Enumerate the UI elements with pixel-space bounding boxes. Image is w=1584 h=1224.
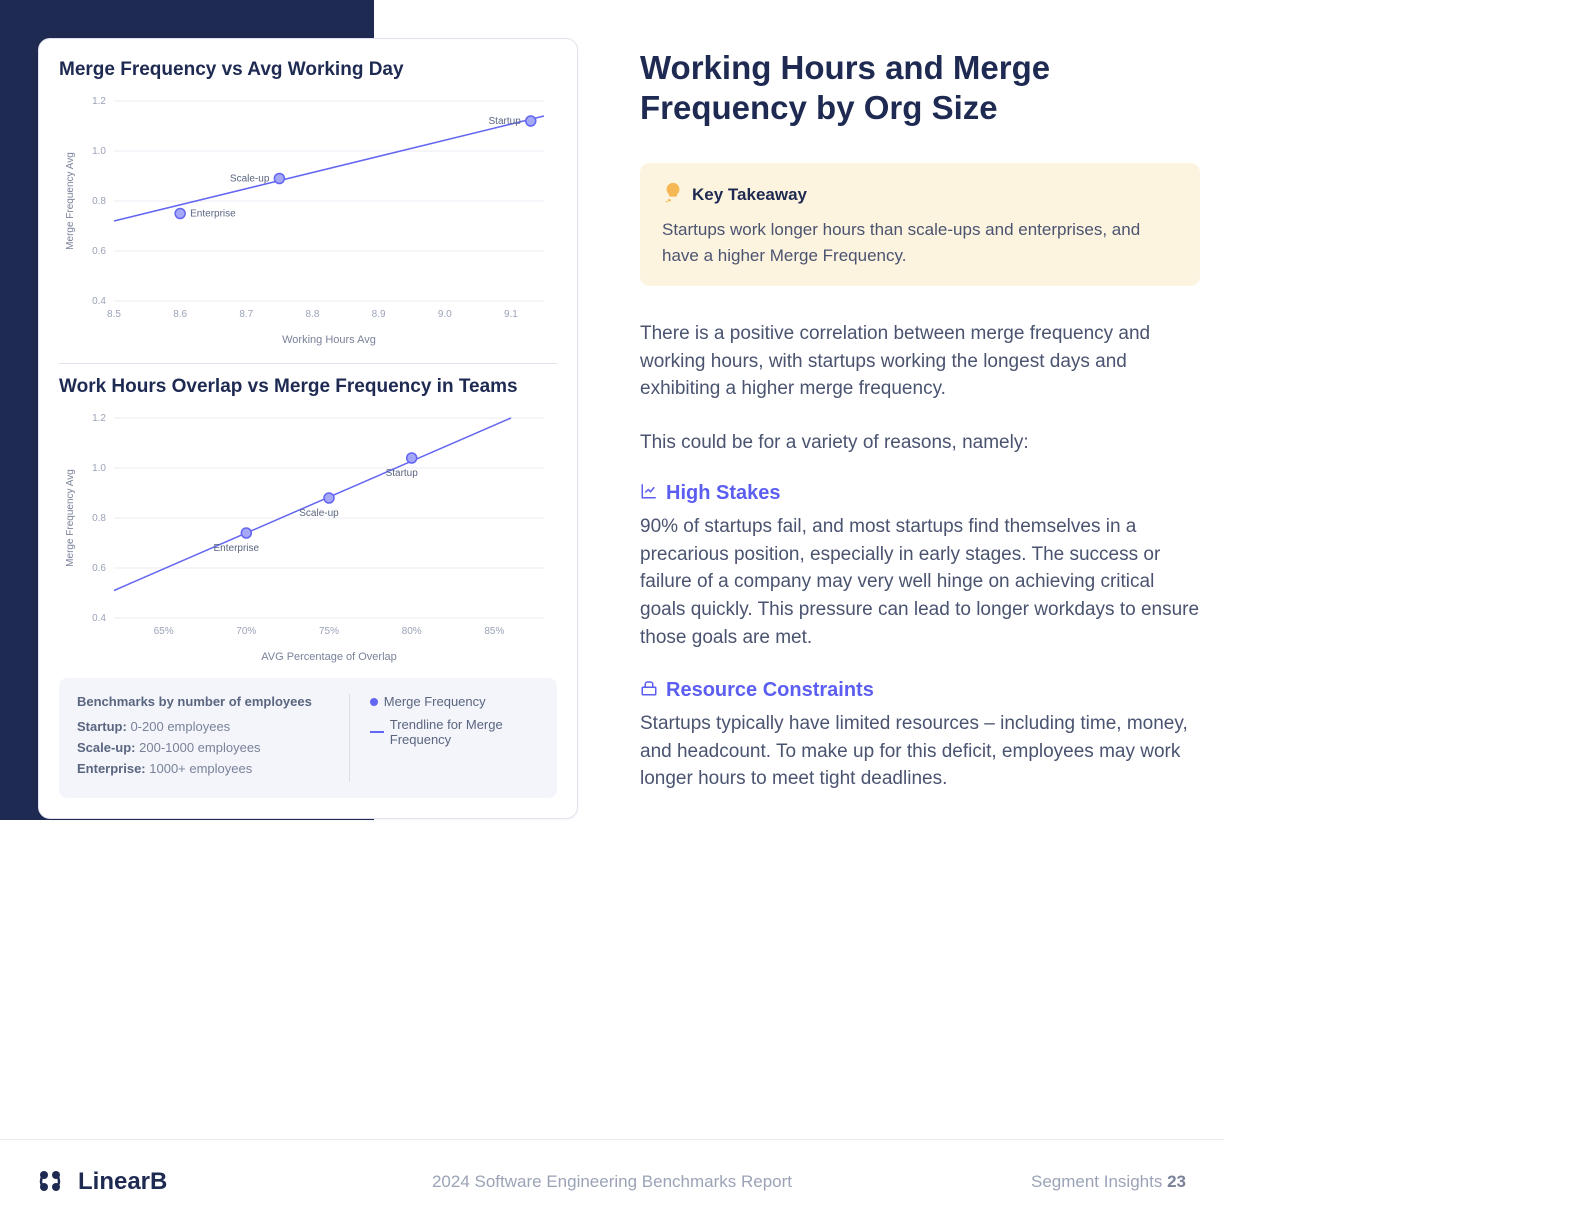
chart-separator <box>59 363 557 364</box>
footer-page-number: 23 <box>1167 1172 1186 1191</box>
svg-text:8.5: 8.5 <box>107 309 121 320</box>
legend-left-col: Benchmarks by number of employees Startu… <box>77 694 319 782</box>
legend-trend-label: Trendline for Merge Frequency <box>390 717 539 747</box>
svg-text:AVG Percentage of Overlap: AVG Percentage of Overlap <box>261 651 397 663</box>
linearb-logo-icon <box>38 1169 68 1195</box>
paragraph-1: There is a positive correlation between … <box>640 320 1200 403</box>
footer-logo-text: LinearB <box>78 1168 167 1196</box>
chart1-title: Merge Frequency vs Avg Working Day <box>59 59 557 81</box>
svg-text:0.4: 0.4 <box>92 613 106 624</box>
legend-box: Benchmarks by number of employees Startu… <box>59 678 557 798</box>
svg-text:80%: 80% <box>402 626 422 637</box>
legend-row: Startup: 0-200 employees <box>77 719 319 734</box>
takeaway-box: Key Takeaway Startups work longer hours … <box>640 163 1200 286</box>
svg-text:65%: 65% <box>154 626 174 637</box>
legend-marker-label: Merge Frequency <box>384 694 486 709</box>
marker-line-icon <box>370 731 384 733</box>
footer-section: Segment Insights <box>1031 1172 1162 1191</box>
svg-text:0.8: 0.8 <box>92 513 106 524</box>
svg-text:0.8: 0.8 <box>92 196 106 207</box>
takeaway-heading: Key Takeaway <box>692 185 807 205</box>
high-stakes-text: 90% of startups fail, and most startups … <box>640 513 1200 651</box>
footer-right: Segment Insights 23 <box>1031 1172 1186 1192</box>
svg-text:Scale-up: Scale-up <box>299 508 339 519</box>
legend-heading: Benchmarks by number of employees <box>77 694 319 709</box>
chart2-title: Work Hours Overlap vs Merge Frequency in… <box>59 376 557 398</box>
page-footer: LinearB 2024 Software Engineering Benchm… <box>0 1139 1224 1224</box>
svg-text:Merge Frequency Avg: Merge Frequency Avg <box>65 469 76 567</box>
page-title: Working Hours and Merge Frequency by Org… <box>640 48 1200 127</box>
svg-text:85%: 85% <box>484 626 504 637</box>
resource-constraints-text: Startups typically have limited resource… <box>640 710 1200 793</box>
chart2: 0.4 0.6 0.8 1.0 1.2 65% 70% 75% 80% 85% Enterprise… <box>59 408 559 668</box>
svg-text:9.1: 9.1 <box>504 309 518 320</box>
svg-text:8.7: 8.7 <box>239 309 253 320</box>
svg-text:0.4: 0.4 <box>92 296 106 307</box>
svg-text:1.0: 1.0 <box>92 146 106 157</box>
svg-text:Startup: Startup <box>489 116 522 127</box>
svg-text:8.9: 8.9 <box>372 309 386 320</box>
svg-text:1.2: 1.2 <box>92 413 106 424</box>
svg-text:Enterprise: Enterprise <box>214 543 260 554</box>
chart1: 0.4 0.6 0.8 1.0 1.2 8.5 8.6 8.7 8.8 8.9 9.0 9.1 Ente… <box>59 91 559 351</box>
legend-right-col: Merge Frequency Trendline for Merge Freq… <box>349 694 539 782</box>
legend-row: Scale-up: 200-1000 employees <box>77 740 319 755</box>
thought-bubble-icon <box>662 181 684 209</box>
legend-trend-merge: Trendline for Merge Frequency <box>370 717 539 747</box>
footer-center-text: 2024 Software Engineering Benchmarks Rep… <box>432 1172 792 1192</box>
section-high-stakes-heading: High Stakes <box>640 482 1200 505</box>
takeaway-text: Startups work longer hours than scale-up… <box>662 217 1178 268</box>
svg-text:8.6: 8.6 <box>173 309 187 320</box>
svg-text:75%: 75% <box>319 626 339 637</box>
charts-card: Merge Frequency vs Avg Working Day 0.40.… <box>38 38 578 819</box>
resource-constraints-heading-text: Resource Constraints <box>666 679 874 702</box>
legend-marker-merge: Merge Frequency <box>370 694 539 709</box>
svg-text:0.6: 0.6 <box>92 563 106 574</box>
high-stakes-heading-text: High Stakes <box>666 482 780 505</box>
section-resource-constraints-heading: Resource Constraints <box>640 679 1200 702</box>
svg-text:Merge Frequency Avg: Merge Frequency Avg <box>65 152 76 250</box>
resources-icon <box>640 679 658 702</box>
footer-logo: LinearB <box>38 1168 167 1196</box>
svg-text:0.6: 0.6 <box>92 246 106 257</box>
svg-text:Startup: Startup <box>386 468 419 479</box>
svg-text:Working Hours Avg: Working Hours Avg <box>282 334 376 346</box>
svg-text:1.2: 1.2 <box>92 96 106 107</box>
paragraph-2: This could be for a variety of reasons, … <box>640 429 1200 457</box>
takeaway-heading-row: Key Takeaway <box>662 181 1178 209</box>
svg-text:Enterprise: Enterprise <box>190 209 236 220</box>
svg-text:Scale-up: Scale-up <box>230 174 270 185</box>
content-area: Working Hours and Merge Frequency by Org… <box>640 48 1200 821</box>
svg-text:70%: 70% <box>236 626 256 637</box>
svg-text:9.0: 9.0 <box>438 309 452 320</box>
svg-text:1.0: 1.0 <box>92 463 106 474</box>
legend-row: Enterprise: 1000+ employees <box>77 761 319 776</box>
svg-text:8.8: 8.8 <box>306 309 320 320</box>
chart-line-icon <box>640 482 658 505</box>
marker-dot-icon <box>370 698 378 706</box>
